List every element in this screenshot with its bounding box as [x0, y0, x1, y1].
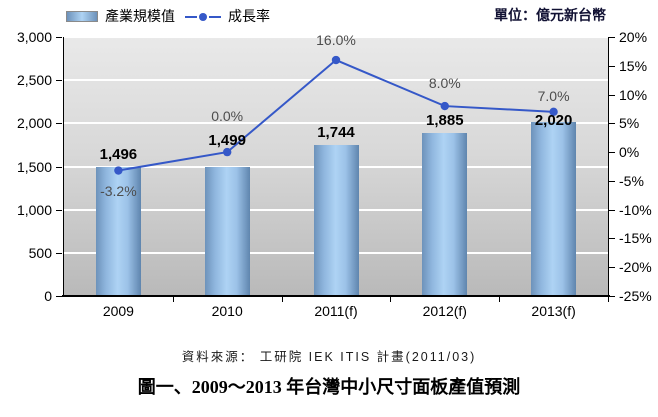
- line-dot-swatch-icon: [185, 12, 221, 21]
- right-axis-tick-label: -20%: [619, 259, 652, 276]
- left-axis-tick-label: 1,000: [16, 201, 52, 218]
- right-axis-tick-label: -10%: [619, 201, 652, 218]
- growth-rate-label: 0.0%: [211, 108, 244, 125]
- left-axis-tick-label: 500: [28, 244, 52, 261]
- x-axis-category-label: 2012(f): [422, 303, 467, 319]
- right-axis-tick-label: 10%: [619, 86, 648, 103]
- legend-label-line: 成長率: [228, 8, 270, 24]
- right-axis-tick: [609, 267, 615, 269]
- right-axis-tick: [609, 238, 615, 240]
- left-y-axis-line: [63, 37, 64, 296]
- right-axis-tick: [609, 94, 615, 96]
- bar-2013(f): [531, 121, 577, 296]
- right-axis-tick-label: -5%: [619, 172, 644, 189]
- left-axis-tick-label: 1,500: [16, 158, 52, 175]
- bar-swatch-icon: [66, 10, 98, 22]
- left-axis-tick-label: 2,500: [16, 72, 52, 89]
- right-axis-tick-label: 15%: [619, 57, 648, 74]
- unit-label: 單位：億元新台幣: [494, 7, 606, 23]
- left-axis-tick-label: 0: [44, 288, 52, 304]
- growth-rate-label: -3.2%: [100, 182, 137, 199]
- x-axis-tick: [172, 297, 174, 302]
- bar-value-label: 1,499: [208, 131, 246, 149]
- growth-rate-label: 8.0%: [428, 75, 461, 92]
- x-axis-category-label: 2013(f): [531, 303, 576, 319]
- x-axis-tick: [281, 297, 283, 302]
- legend: 產業規模值 成長率: [66, 6, 270, 26]
- bar-value-label: 1,885: [426, 112, 464, 130]
- x-axis-line: [62, 295, 610, 297]
- right-axis-tick: [609, 152, 615, 154]
- right-axis-tick-label: -25%: [619, 288, 652, 304]
- x-axis-tick: [390, 297, 392, 302]
- bar-2009: [95, 166, 141, 296]
- left-axis-tick: [56, 296, 62, 297]
- left-axis-tick: [56, 166, 62, 168]
- left-axis-tick: [56, 252, 62, 254]
- legend-label-bar: 產業規模值: [105, 8, 175, 24]
- left-axis-tick: [56, 123, 62, 125]
- right-axis-tick: [609, 296, 615, 297]
- growth-rate-label: 7.0%: [537, 87, 570, 104]
- x-axis-category-label: 2011(f): [314, 303, 358, 319]
- legend-item-bar-series: 產業規模值: [66, 6, 175, 26]
- figure-caption: 圖一、2009～2013 年台灣中小尺寸面板產值預測: [137, 377, 521, 397]
- x-axis-tick: [608, 297, 609, 302]
- growth-rate-label: 16.0%: [316, 32, 356, 49]
- legend-item-line-series: 成長率: [185, 6, 270, 26]
- right-axis-tick: [609, 65, 615, 67]
- right-axis-tick-label: 20%: [619, 29, 648, 45]
- x-axis-tick: [499, 297, 501, 302]
- x-axis-category-label: 2009: [102, 303, 134, 319]
- right-axis-tick: [609, 123, 615, 125]
- right-axis-tick-label: 5%: [619, 115, 640, 132]
- left-axis-tick: [56, 209, 62, 211]
- bar-value-label: 1,744: [317, 124, 355, 142]
- bar-2012(f): [422, 133, 468, 296]
- right-axis-tick-label: -15%: [619, 230, 652, 247]
- gridline: [64, 79, 608, 82]
- right-axis-tick: [609, 37, 615, 38]
- right-axis-tick-label: 0%: [619, 144, 640, 161]
- bar-value-label: 1,496: [99, 145, 138, 163]
- source-note: 資料來源： 工研院 IEK ITIS 計畫(2011/03): [181, 350, 477, 364]
- x-axis-category-label: 2010: [211, 303, 243, 319]
- bar-value-label: 2,020: [534, 111, 573, 129]
- gridline: [64, 36, 608, 38]
- left-axis-tick: [56, 37, 62, 38]
- right-axis-tick: [609, 209, 615, 211]
- bar-2011(f): [313, 145, 359, 296]
- left-axis-tick: [56, 80, 62, 82]
- left-axis-tick-label: 3,000: [16, 29, 52, 45]
- right-axis-tick: [609, 180, 615, 182]
- bar-2010: [204, 166, 250, 296]
- right-y-axis-line: [608, 37, 609, 296]
- left-axis-tick-label: 2,000: [16, 115, 52, 132]
